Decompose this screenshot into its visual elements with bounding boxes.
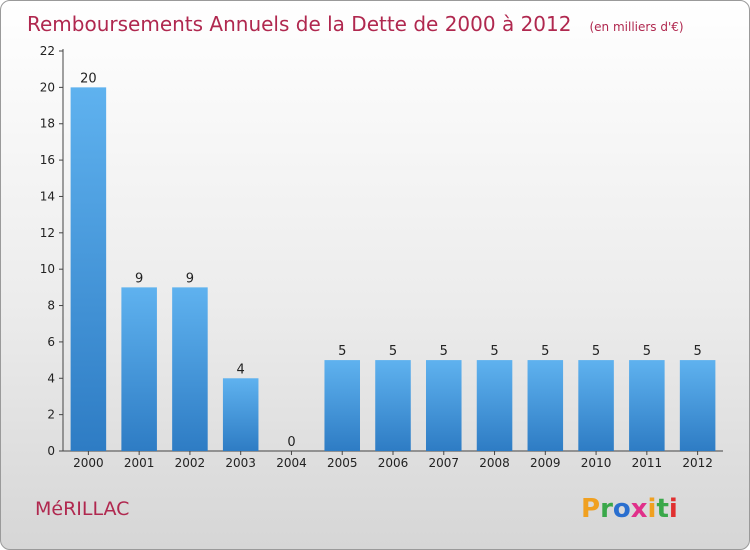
- logo-letter: t: [656, 494, 668, 524]
- bar: [172, 287, 208, 451]
- bar: [324, 360, 360, 451]
- bar: [375, 360, 411, 451]
- y-tick-label: 2: [47, 408, 55, 422]
- bar: [629, 360, 665, 451]
- bar: [121, 287, 157, 451]
- x-tick-label: 2004: [276, 456, 307, 470]
- x-tick-label: 2009: [530, 456, 561, 470]
- data-label: 5: [440, 344, 448, 359]
- title-unit: (en milliers d'€): [589, 20, 683, 34]
- y-tick-label: 10: [40, 262, 55, 276]
- x-tick-labels: 2000 2001 2002 2003 2004 2005 2006 2007 2008 2009…: [73, 456, 713, 470]
- data-label: 5: [541, 344, 549, 359]
- y-tick-label: 18: [40, 117, 55, 131]
- data-label: 20: [80, 71, 97, 86]
- y-tick-label: 16: [40, 153, 55, 167]
- logo-letter: r: [600, 494, 613, 524]
- y-tick-label: 14: [40, 189, 55, 203]
- x-tick-label: 2007: [428, 456, 459, 470]
- data-labels: 20 9 9 4 0 5 5 5 5 5 5 5 5: [80, 71, 702, 450]
- bar: [70, 87, 107, 451]
- data-label: 5: [338, 344, 346, 359]
- y-tick-labels: 0 2 4 6 8 10 12 14 16 18 20 22: [40, 44, 55, 458]
- data-label: 5: [490, 344, 498, 359]
- bar: [527, 360, 564, 451]
- y-tick-label: 8: [47, 299, 55, 313]
- x-tick-label: 2006: [378, 456, 409, 470]
- proxiti-logo: Proxiti: [581, 494, 678, 524]
- bar: [222, 378, 259, 451]
- logo-letter: i: [648, 494, 657, 524]
- logo-letter: i: [669, 494, 678, 524]
- bar: [578, 360, 614, 451]
- data-label: 5: [693, 344, 701, 359]
- data-label: 9: [186, 271, 194, 286]
- commune-name: MéRILLAC: [35, 498, 129, 520]
- bar: [426, 360, 462, 451]
- y-tick-label: 20: [40, 80, 55, 94]
- y-tick-label: 4: [47, 371, 55, 385]
- y-tick-label: 6: [47, 335, 55, 349]
- title-text: Remboursements Annuels de la Dette de 20…: [27, 12, 571, 36]
- logo-letter: o: [613, 494, 631, 524]
- data-label: 9: [135, 271, 143, 286]
- data-label: 4: [237, 362, 245, 377]
- x-tick-label: 2012: [682, 456, 713, 470]
- data-label: 5: [389, 344, 397, 359]
- y-tick-label: 12: [40, 226, 55, 240]
- chart-title: Remboursements Annuels de la Dette de 20…: [27, 12, 684, 36]
- data-label: 5: [643, 344, 651, 359]
- x-tick-label: 2001: [124, 456, 155, 470]
- x-tick-label: 2000: [73, 456, 104, 470]
- bar: [476, 360, 513, 451]
- data-label: 0: [287, 435, 295, 450]
- bar: [679, 360, 716, 451]
- x-tick-label: 2003: [225, 456, 256, 470]
- y-tick-label: 22: [40, 44, 55, 58]
- bars: [70, 87, 716, 451]
- x-tick-label: 2008: [479, 456, 510, 470]
- logo-letter: P: [581, 494, 600, 524]
- logo-letter: x: [631, 494, 648, 524]
- x-tick-label: 2005: [327, 456, 358, 470]
- y-tick-label: 0: [47, 444, 55, 458]
- data-label: 5: [592, 344, 600, 359]
- x-tick-label: 2011: [632, 456, 663, 470]
- x-tick-label: 2010: [581, 456, 612, 470]
- x-tick-label: 2002: [175, 456, 206, 470]
